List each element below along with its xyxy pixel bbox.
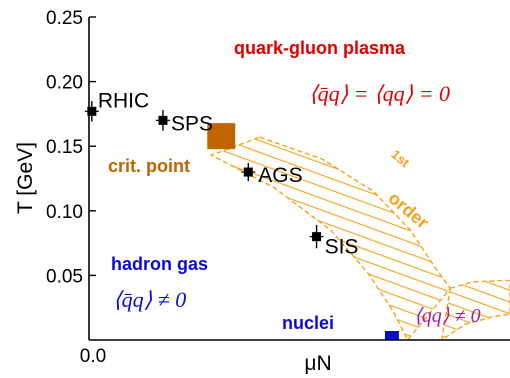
first-order-band-main	[209, 136, 452, 340]
y-tick-label: 0.25	[46, 8, 83, 29]
critical-point-label: crit. point	[108, 156, 190, 176]
first-order-band	[209, 136, 510, 340]
first-order-band-tail	[440, 279, 510, 340]
hadron-gas-region-label: hadron gas	[111, 254, 208, 274]
data-point	[243, 167, 253, 177]
diquark-condensate-annotation: ⟨qq⟩ ≠ 0	[414, 305, 481, 327]
first-order-superscript: 1st	[388, 147, 413, 171]
x-tick-label: 0.0	[80, 346, 106, 367]
hadron-condensate-annotation: ⟨q̄q⟩ ≠ 0	[113, 287, 186, 312]
qgp-region-label: quark-gluon plasma	[234, 38, 406, 58]
data-point	[158, 115, 168, 125]
y-axis-label: T [GeV]	[14, 142, 37, 214]
point-label: AGS	[258, 164, 302, 187]
point-label: SIS	[325, 236, 359, 259]
data-point	[312, 232, 322, 242]
point-label: SPS	[171, 112, 213, 135]
y-tick-label: 0.20	[46, 73, 83, 94]
y-tick-label: 0.05	[46, 266, 83, 287]
data-point	[87, 106, 97, 116]
chart-marks: 0.05 0.10 0.15 0.20 0.25 0.0 RHIC SPS AGS SIS	[46, 8, 399, 367]
qgp-condensate-annotation: ⟨q̄q⟩ = ⟨qq⟩ = 0	[309, 81, 450, 106]
y-tick-label: 0.10	[46, 202, 83, 223]
critical-point-marker	[207, 123, 236, 150]
y-tick-label: 0.15	[46, 137, 83, 158]
nuclei-label: nuclei	[282, 313, 334, 333]
point-label: RHIC	[98, 89, 149, 112]
nuclei-marker	[384, 331, 399, 340]
x-axis-label: μN	[304, 352, 331, 375]
